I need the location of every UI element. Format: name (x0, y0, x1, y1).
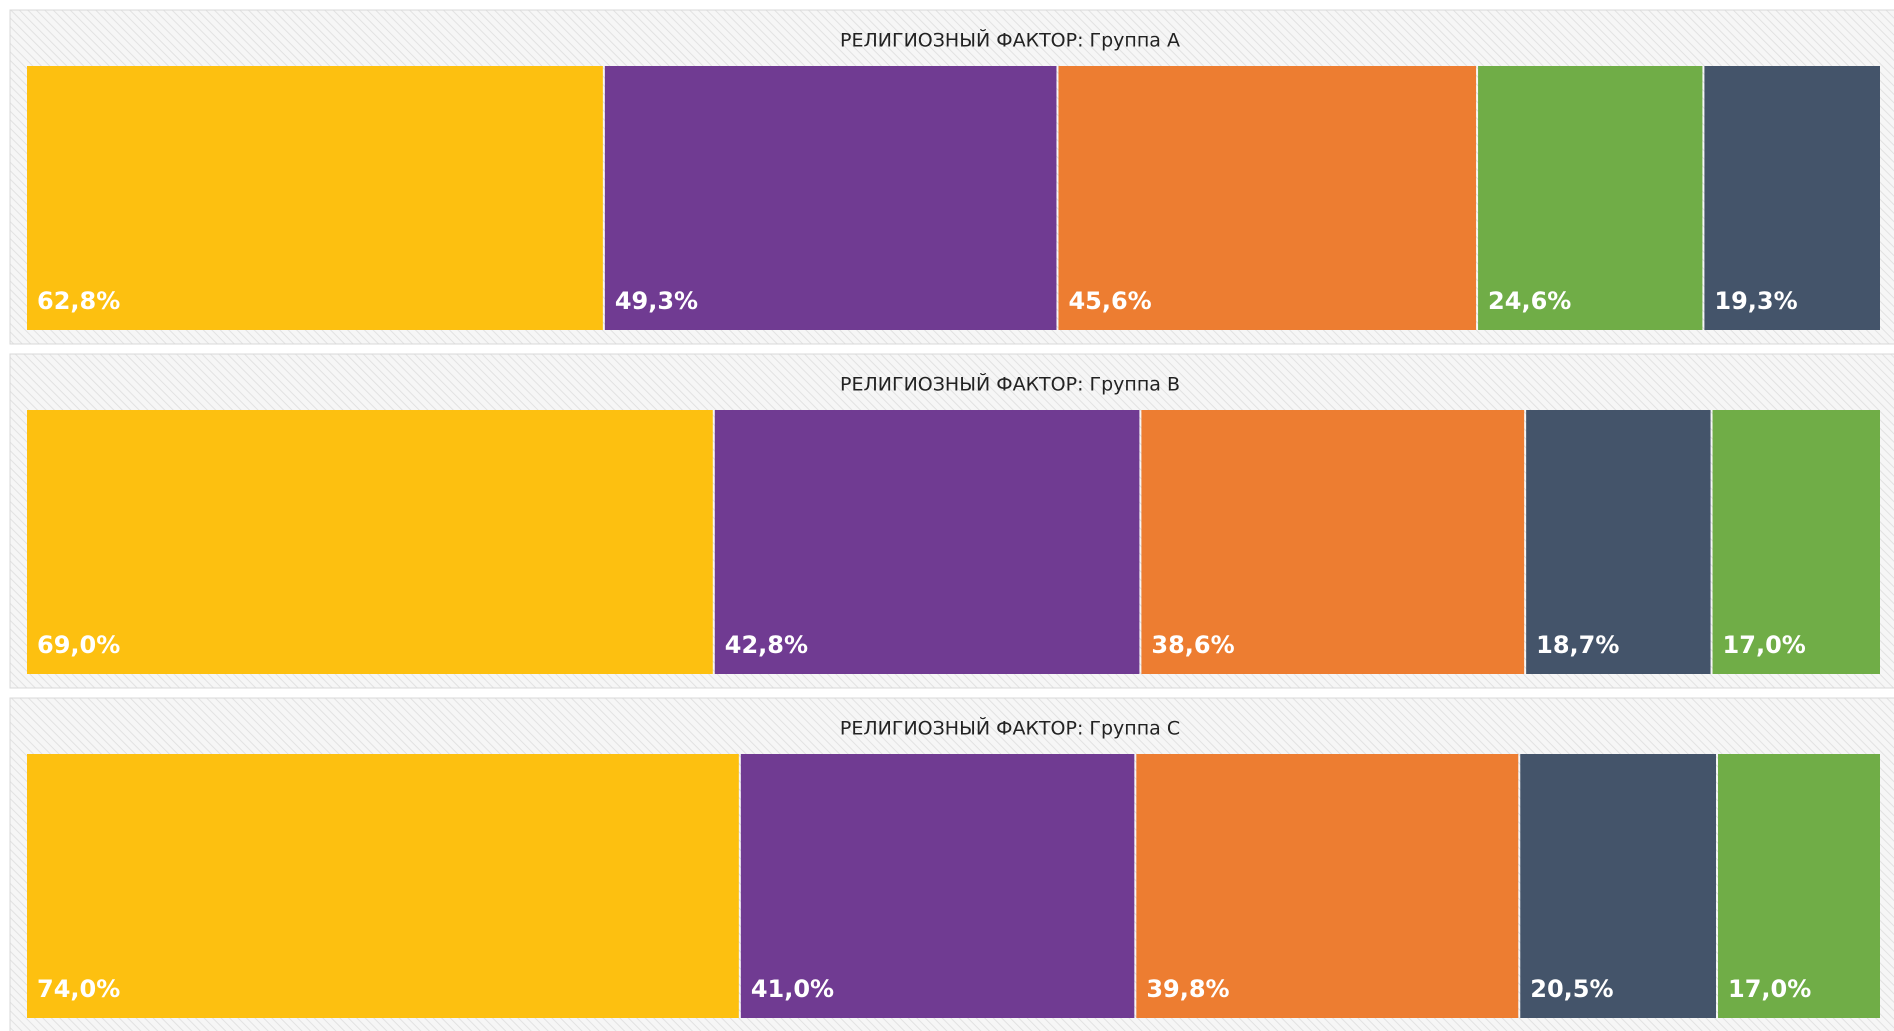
segment (1478, 66, 1703, 330)
panel-title: РЕЛИГИОЗНЫЙ ФАКТОР: Группа В (840, 373, 1180, 396)
panel-title: РЕЛИГИОЗНЫЙ ФАКТОР: Группа А (840, 29, 1180, 52)
segment (604, 66, 1057, 330)
value-label: 24,6% (1488, 287, 1571, 315)
segment (1058, 66, 1477, 330)
segment (1520, 754, 1717, 1018)
value-label: 17,0% (1728, 975, 1811, 1003)
value-label: 74,0% (37, 975, 120, 1003)
segment (1136, 754, 1519, 1018)
value-label: 42,8% (725, 631, 808, 659)
value-label: 38,6% (1151, 631, 1234, 659)
segment (27, 410, 713, 674)
segment (1712, 410, 1880, 674)
segment (740, 754, 1135, 1018)
segment (27, 754, 739, 1018)
segment (1704, 66, 1880, 330)
value-label: 19,3% (1714, 287, 1797, 315)
segment (1718, 754, 1880, 1018)
panel-title: РЕЛИГИОЗНЫЙ ФАКТОР: Группа С (840, 717, 1180, 740)
value-label: 39,8% (1146, 975, 1229, 1003)
value-label: 17,0% (1723, 631, 1806, 659)
value-label: 49,3% (615, 287, 698, 315)
value-label: 62,8% (37, 287, 120, 315)
segment (714, 410, 1140, 674)
segment (27, 66, 603, 330)
segment (1141, 410, 1525, 674)
value-label: 41,0% (751, 975, 834, 1003)
value-label: 69,0% (37, 631, 120, 659)
segment (1526, 410, 1711, 674)
value-label: 45,6% (1068, 287, 1151, 315)
value-label: 20,5% (1530, 975, 1613, 1003)
value-label: 18,7% (1536, 631, 1619, 659)
